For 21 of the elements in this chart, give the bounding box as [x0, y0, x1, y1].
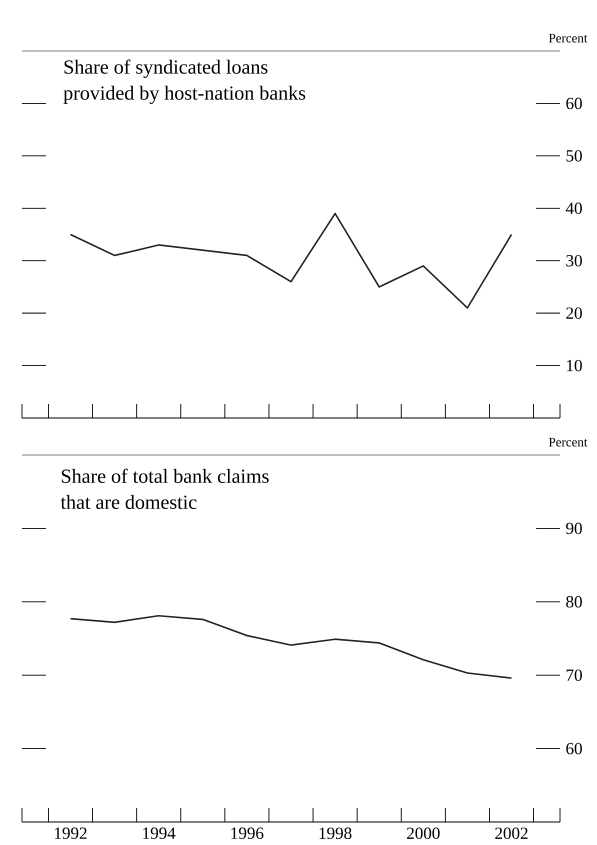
y-tick-label: 60 [566, 98, 582, 110]
y-tick-label: 30 [566, 254, 582, 266]
x-tick-label: 2000 [407, 828, 440, 840]
y-tick-label: 70 [566, 669, 582, 681]
y-tick-label: 90 [566, 522, 582, 534]
x-tick-label: 1994 [143, 828, 176, 839]
line-series [70, 614, 512, 679]
y-tick-label: 50 [566, 150, 582, 162]
y-tick-label: 40 [566, 202, 582, 214]
y-tick-label: 80 [566, 596, 582, 608]
y-axis-title: Percent [548, 438, 588, 446]
x-tick-label: 1992 [55, 828, 87, 839]
text: Share of total bank claims that are domestic [60, 468, 269, 509]
y-tick-label: 60 [566, 742, 582, 754]
text: Share of syndicated loans provided by host-nation banks [64, 60, 306, 104]
y-tick-label: 10 [567, 360, 582, 372]
x-tick-label: 1996 [231, 828, 264, 839]
x-tick-label: 1998 [320, 828, 352, 840]
x-tick-label: 2002 [495, 828, 528, 840]
y-axis-title: Percent [548, 34, 588, 42]
y-tick-label: 20 [566, 307, 582, 319]
